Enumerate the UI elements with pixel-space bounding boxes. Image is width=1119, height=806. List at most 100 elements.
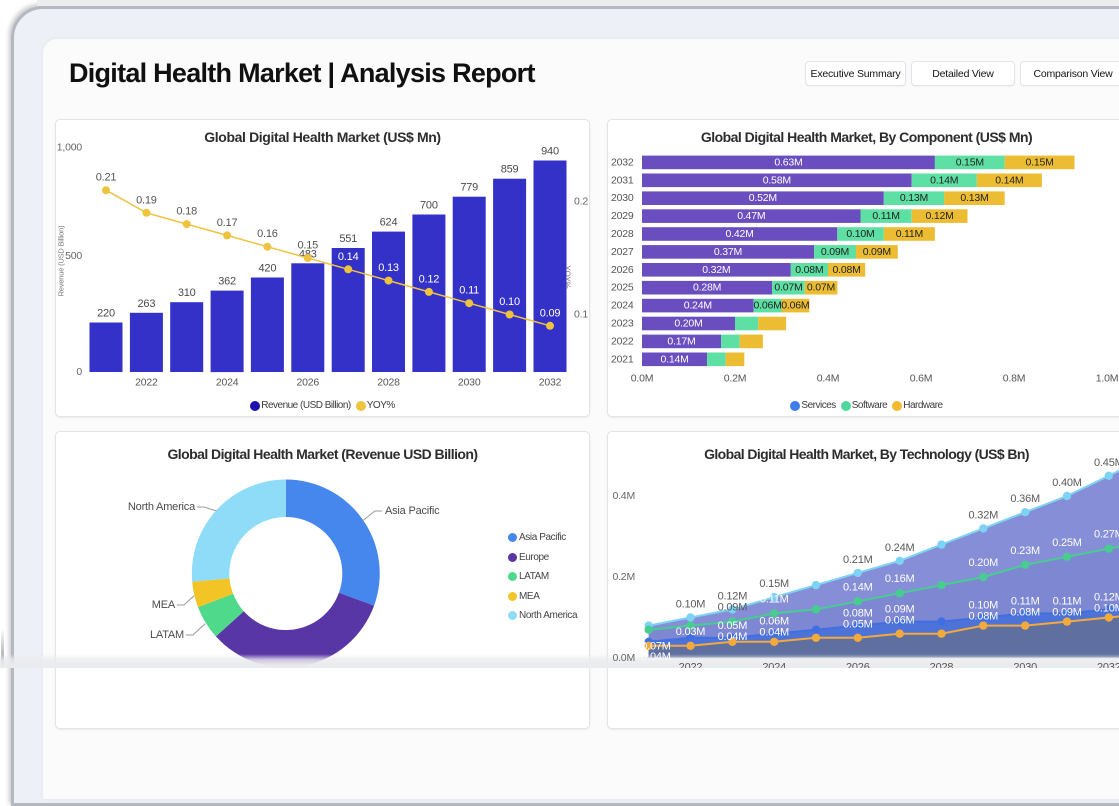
- svg-text:0.04M: 0.04M: [641, 651, 671, 663]
- svg-text:0.13: 0.13: [378, 262, 399, 274]
- svg-text:Revenue (USD Billion): Revenue (USD Billion): [57, 225, 66, 297]
- svg-text:2022: 2022: [135, 377, 158, 389]
- svg-text:2024: 2024: [216, 377, 239, 389]
- svg-text:0.16: 0.16: [257, 228, 278, 240]
- svg-text:0.10M: 0.10M: [969, 600, 999, 612]
- svg-text:0.13M: 0.13M: [960, 192, 988, 204]
- svg-text:2026: 2026: [297, 377, 320, 389]
- svg-text:362: 362: [218, 276, 236, 288]
- svg-text:0.45M: 0.45M: [1094, 457, 1119, 469]
- svg-text:0.24M: 0.24M: [885, 542, 915, 554]
- svg-text:1,000: 1,000: [57, 142, 83, 154]
- svg-text:0.10: 0.10: [499, 296, 520, 308]
- svg-text:0.11: 0.11: [459, 285, 479, 297]
- svg-text:0.08M: 0.08M: [969, 611, 999, 623]
- svg-text:0.15M: 0.15M: [956, 156, 984, 168]
- svg-text:0.21M: 0.21M: [843, 554, 873, 566]
- svg-text:North America: North America: [128, 501, 196, 513]
- svg-text:0.05M: 0.05M: [718, 620, 748, 632]
- svg-text:0.52M: 0.52M: [749, 192, 777, 204]
- svg-text:263: 263: [138, 298, 156, 310]
- svg-text:2024: 2024: [762, 662, 786, 669]
- svg-text:551: 551: [339, 233, 357, 245]
- svg-text:2021: 2021: [611, 353, 634, 365]
- svg-text:0.19: 0.19: [136, 194, 157, 206]
- svg-text:0.08M: 0.08M: [1010, 606, 1040, 618]
- svg-text:500: 500: [65, 250, 82, 262]
- svg-text:0.08M: 0.08M: [833, 264, 861, 276]
- svg-text:2027: 2027: [611, 246, 634, 258]
- svg-text:0.40M: 0.40M: [1052, 477, 1082, 489]
- svg-text:0.32M: 0.32M: [702, 264, 730, 276]
- svg-text:0.15M: 0.15M: [1026, 156, 1054, 168]
- svg-text:0.04M: 0.04M: [718, 631, 748, 643]
- svg-text:0.12M: 0.12M: [926, 210, 954, 222]
- svg-text:310: 310: [178, 287, 196, 299]
- svg-text:0.07M: 0.07M: [807, 282, 835, 294]
- svg-text:0.03M: 0.03M: [676, 626, 706, 638]
- svg-text:0.05M: 0.05M: [843, 619, 873, 631]
- svg-text:0.12M: 0.12M: [718, 590, 748, 602]
- svg-text:0.06M: 0.06M: [759, 616, 789, 628]
- svg-text:0.32M: 0.32M: [969, 509, 999, 521]
- svg-text:2030: 2030: [1013, 662, 1037, 669]
- svg-text:2024: 2024: [611, 300, 634, 312]
- svg-text:2030: 2030: [458, 377, 481, 389]
- svg-text:0.06M: 0.06M: [781, 300, 809, 312]
- svg-text:0.08M: 0.08M: [843, 608, 873, 620]
- svg-text:0.25M: 0.25M: [1052, 537, 1082, 549]
- svg-text:0.28M: 0.28M: [693, 282, 721, 294]
- svg-text:0.10M: 0.10M: [1094, 602, 1119, 614]
- svg-text:2025: 2025: [611, 282, 634, 294]
- svg-text:0.04M: 0.04M: [759, 627, 789, 639]
- svg-text:2022: 2022: [611, 335, 634, 347]
- svg-text:0.06M: 0.06M: [754, 300, 782, 312]
- svg-text:0.11M: 0.11M: [760, 593, 789, 605]
- svg-text:2028: 2028: [377, 377, 400, 389]
- svg-text:0.13M: 0.13M: [900, 192, 928, 204]
- svg-text:2028: 2028: [930, 662, 954, 669]
- svg-text:0.07M: 0.07M: [641, 641, 671, 653]
- svg-text:940: 940: [541, 146, 559, 158]
- svg-text:0: 0: [76, 366, 82, 378]
- svg-text:2022: 2022: [679, 662, 703, 669]
- svg-text:0.1: 0.1: [574, 309, 588, 321]
- svg-text:624: 624: [380, 217, 398, 229]
- svg-text:859: 859: [501, 164, 519, 176]
- svg-text:0.16M: 0.16M: [885, 573, 915, 585]
- svg-text:0.4M: 0.4M: [817, 373, 840, 385]
- svg-text:0.2M: 0.2M: [612, 571, 635, 583]
- svg-text:0.6M: 0.6M: [910, 373, 933, 385]
- svg-text:0.14: 0.14: [338, 251, 359, 263]
- svg-text:2032: 2032: [539, 377, 562, 389]
- svg-text:0.23M: 0.23M: [1010, 545, 1040, 557]
- svg-text:0.10M: 0.10M: [846, 228, 874, 240]
- svg-text:0.17M: 0.17M: [667, 335, 695, 347]
- svg-text:0.27M: 0.27M: [1094, 529, 1119, 541]
- svg-text:0.09: 0.09: [540, 307, 561, 319]
- svg-text:0.47M: 0.47M: [737, 210, 765, 222]
- svg-text:2028: 2028: [611, 228, 634, 240]
- svg-text:0.14M: 0.14M: [930, 174, 958, 186]
- svg-text:0.8M: 0.8M: [1003, 373, 1026, 385]
- svg-text:0.09M: 0.09M: [863, 246, 891, 258]
- svg-text:0.58M: 0.58M: [763, 174, 791, 186]
- svg-text:0.36M: 0.36M: [1010, 493, 1040, 505]
- svg-text:0.24M: 0.24M: [684, 300, 712, 312]
- svg-text:0.12: 0.12: [419, 273, 440, 285]
- svg-text:0.10M: 0.10M: [676, 599, 706, 611]
- svg-text:0.08M: 0.08M: [795, 264, 823, 276]
- svg-text:0.2: 0.2: [574, 196, 588, 208]
- svg-text:2030: 2030: [611, 192, 634, 204]
- svg-text:2026: 2026: [846, 662, 870, 669]
- svg-text:2032: 2032: [1097, 662, 1119, 669]
- svg-text:2032: 2032: [611, 156, 634, 168]
- svg-text:0.42M: 0.42M: [726, 228, 754, 240]
- svg-text:0.06M: 0.06M: [885, 615, 915, 627]
- svg-text:0.11M: 0.11M: [1053, 595, 1082, 607]
- svg-text:0.18: 0.18: [176, 206, 197, 218]
- svg-text:Asia Pacific: Asia Pacific: [385, 505, 440, 517]
- svg-text:0.07M: 0.07M: [774, 282, 802, 294]
- svg-text:2031: 2031: [611, 174, 634, 186]
- svg-text:0.21: 0.21: [96, 172, 117, 184]
